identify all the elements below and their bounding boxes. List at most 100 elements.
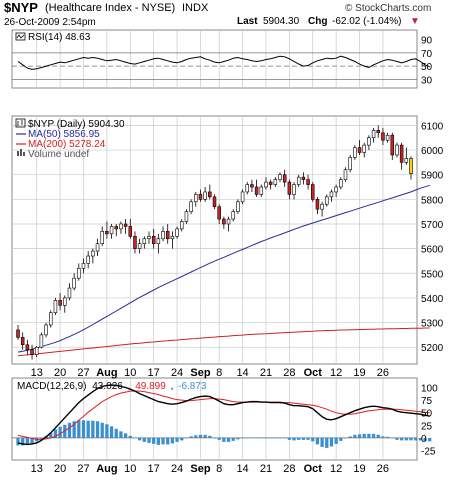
price-tick-label: 5200	[421, 343, 444, 354]
candle-body	[282, 174, 287, 183]
x-tick-label: 19	[353, 463, 365, 475]
price-tick-label: 6000	[421, 146, 444, 157]
price-legend-title: $NYP (Daily) 5904.30	[28, 119, 125, 130]
candle-body	[165, 231, 170, 240]
candle-body	[409, 158, 413, 174]
candle-body	[128, 226, 133, 237]
macd-histogram-bar	[278, 437, 282, 439]
x-tick-label: Oct	[304, 367, 323, 379]
macd-histogram-bar	[175, 437, 179, 442]
candle-body	[250, 184, 254, 188]
x-tick-label: Oct	[304, 463, 323, 475]
svg-text:MACD(12,26,9) 43.026: MACD(12,26,9) 43.026 , 49.899 , -6.873	[17, 381, 207, 392]
candle-body	[385, 134, 390, 141]
candle-body	[133, 236, 137, 249]
candle-body	[362, 144, 366, 153]
macd-histogram-bar	[306, 437, 310, 440]
macd-histogram-bar	[259, 437, 263, 439]
macd-histogram-bar	[21, 437, 25, 446]
candle-body	[245, 184, 250, 193]
macd-histogram-bar	[184, 437, 189, 439]
x-tick-label: 13	[31, 367, 43, 379]
candle-body	[348, 157, 352, 171]
macd-panel	[11, 377, 418, 461]
macd-histogram-bar	[180, 437, 184, 441]
axis-labels: 90 70 50 30 6100 6000 5900 5800 5700 5600 5500 5400…	[31, 36, 444, 475]
candle-body	[334, 186, 338, 193]
macd-histogram-bar	[357, 434, 362, 438]
macd-histogram-bar	[245, 437, 249, 439]
candle-body	[376, 130, 380, 134]
macd-tick-label: 50	[421, 409, 433, 420]
macd-histogram-bar	[170, 437, 175, 444]
candle-body	[222, 218, 226, 225]
macd-histogram-bar	[142, 437, 146, 442]
x-tick-label: 26	[377, 367, 389, 379]
candle-body	[95, 243, 100, 252]
ma200-line	[17, 327, 430, 357]
candle-body	[137, 243, 142, 249]
macd-histogram-bar	[198, 434, 203, 438]
candle-body	[161, 231, 165, 240]
x-tick-label: 21	[260, 463, 272, 475]
x-tick-label: 14	[236, 367, 248, 379]
candle-body	[353, 147, 357, 158]
candle-body	[236, 201, 240, 212]
macd-histogram-bar	[123, 433, 128, 438]
macd-tick-label: 25	[421, 421, 433, 432]
x-tick-label: 28	[283, 367, 295, 379]
x-tick-label: 21	[260, 367, 272, 379]
candle-body	[371, 130, 376, 139]
chg-label: Chg	[308, 16, 328, 27]
candle-body	[16, 329, 20, 338]
macd-histogram-bar	[292, 437, 296, 441]
candle-body	[343, 169, 348, 180]
chg-down-arrow-icon: ▼	[410, 16, 420, 27]
macd-histogram-bar	[119, 431, 123, 438]
candle-body	[175, 228, 179, 237]
x-tick-label: 13	[31, 463, 43, 475]
macd-histogram-bar	[371, 433, 376, 438]
price-tick-label: 5300	[421, 319, 444, 330]
macd-histogram-bar	[428, 437, 432, 442]
x-tick-label: 14	[236, 463, 248, 475]
macd-histogram-bar	[67, 422, 72, 438]
chg-value: -62.02 (-1.04%)	[332, 16, 402, 27]
candles	[16, 125, 413, 360]
candle-body	[367, 137, 371, 146]
macd-histogram-bar	[301, 437, 306, 440]
macd-line	[17, 384, 430, 446]
candle-body	[48, 312, 53, 326]
candle-body	[217, 206, 221, 220]
x-tick-label: Aug	[96, 463, 117, 475]
macd-histogram-bar	[381, 436, 385, 438]
x-tick-label: 27	[77, 367, 89, 379]
candle-body	[100, 231, 104, 244]
x-tick-label: 8	[216, 367, 222, 379]
macd-histogram-bar	[49, 432, 53, 438]
macd-histogram-bar	[404, 437, 408, 441]
macd-histogram-bar	[273, 437, 277, 439]
brand-label[interactable]: © StockCharts.com	[345, 3, 432, 14]
x-tick-label: 10	[124, 463, 136, 475]
candle-body	[325, 196, 329, 205]
candle-body	[240, 191, 245, 203]
x-tick-label: 27	[77, 463, 89, 475]
macd-histogram-bar	[194, 435, 198, 438]
price-tick-label: 5600	[421, 245, 444, 256]
candle-body	[91, 250, 95, 257]
candle-body	[296, 176, 301, 185]
rsi-tick-label: 90	[421, 36, 433, 47]
candle-body	[34, 346, 39, 355]
moving-averages	[17, 184, 430, 357]
macd-histogram-bar	[395, 437, 399, 440]
macd-histogram-bar	[212, 437, 217, 439]
rsi-tick-label: 30	[421, 75, 433, 86]
macd-histogram-bar	[423, 437, 427, 441]
macd-histogram-bar	[418, 437, 422, 441]
exchange-label: INDX	[182, 2, 209, 14]
candle-body	[212, 196, 217, 208]
x-tick-label: 24	[171, 463, 183, 475]
candle-body	[306, 179, 310, 185]
macd-legend-value: 43.026	[92, 381, 123, 392]
